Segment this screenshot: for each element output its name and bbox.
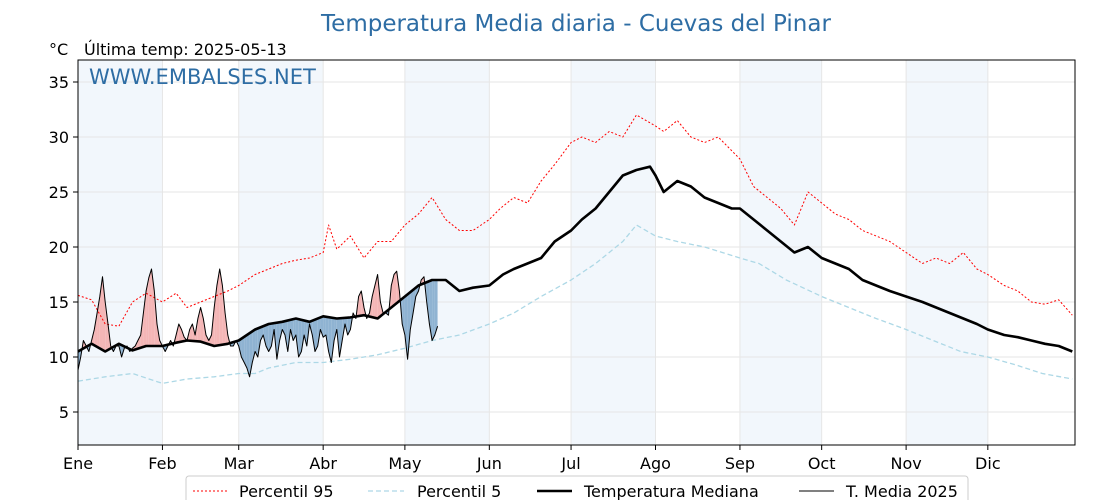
anomaly-fill bbox=[295, 318, 299, 357]
anomaly-fill bbox=[290, 319, 294, 341]
x-tick-label-ago: Ago bbox=[640, 454, 671, 473]
series-line-thick-black bbox=[77, 165, 1073, 353]
x-tick-label-may: May bbox=[388, 454, 421, 473]
legend-label-p95: Percentil 95 bbox=[239, 482, 334, 500]
grid-lines bbox=[77, 60, 1075, 445]
month-band-mar bbox=[238, 60, 324, 445]
month-band-sep bbox=[739, 60, 822, 445]
anomaly-fill bbox=[304, 320, 307, 346]
anomaly-fill bbox=[325, 316, 329, 352]
watermark: WWW.EMBALSES.NET bbox=[89, 65, 316, 89]
last-temp-label: Última temp: 2025-05-13 bbox=[84, 40, 287, 59]
anomaly-fill bbox=[214, 285, 217, 346]
anomaly-fill bbox=[282, 321, 286, 335]
month-band-jul bbox=[571, 60, 656, 445]
anomaly-fill bbox=[434, 280, 438, 335]
anomaly-fill bbox=[320, 316, 324, 338]
anomaly-fill bbox=[298, 319, 302, 357]
x-tick-label-sep: Sep bbox=[725, 454, 755, 473]
anomaly-fill bbox=[293, 318, 296, 341]
anomaly-fill bbox=[331, 317, 335, 363]
legend-label-current: T. Media 2025 bbox=[845, 482, 958, 500]
anomaly-fill bbox=[432, 280, 435, 341]
anomaly-fill bbox=[241, 336, 245, 363]
chart-title: Temperatura Media diaria - Cuevas del Pi… bbox=[320, 11, 831, 37]
anomaly-fill bbox=[102, 276, 106, 352]
month-band-may bbox=[404, 60, 490, 445]
anomaly-fill bbox=[301, 319, 305, 352]
y-tick-label: 5 bbox=[59, 403, 69, 422]
x-tick-label-nov: Nov bbox=[890, 454, 921, 473]
anomaly-fill bbox=[246, 333, 250, 377]
anomaly-fill bbox=[334, 318, 337, 341]
anomaly-fill bbox=[260, 326, 264, 341]
anomaly-fill bbox=[255, 328, 258, 357]
anomaly-fill bbox=[222, 285, 226, 345]
anomaly-fill bbox=[137, 335, 141, 349]
anomaly-fill bbox=[323, 316, 326, 338]
series-line-dashed-lightblue bbox=[77, 224, 1073, 385]
x-tick-label-mar: Mar bbox=[224, 454, 255, 473]
y-tick-label: 15 bbox=[49, 293, 69, 312]
legend-label-median: Temperatura Mediana bbox=[583, 482, 759, 500]
anomaly-fill bbox=[244, 335, 247, 368]
anomaly-fill bbox=[265, 324, 269, 352]
anomaly-fill bbox=[314, 318, 318, 352]
anomaly-fill bbox=[393, 271, 397, 306]
anomaly-fill bbox=[143, 291, 147, 347]
anomaly-fill bbox=[216, 269, 220, 346]
x-tick-label-abr: Abr bbox=[309, 454, 337, 473]
y-tick-label: 10 bbox=[49, 348, 69, 367]
y-axis-unit: °C bbox=[49, 40, 68, 59]
anomaly-fill bbox=[312, 319, 315, 352]
anomaly-fill bbox=[105, 302, 108, 352]
anomaly-fill bbox=[407, 292, 411, 360]
anomaly-fill bbox=[268, 323, 272, 352]
month-band-nov bbox=[906, 60, 988, 445]
series-lines bbox=[77, 114, 1073, 385]
y-tick-label: 30 bbox=[49, 128, 69, 147]
anomaly-fill bbox=[263, 325, 266, 346]
anomaly-fill bbox=[374, 274, 378, 319]
x-tick-label-feb: Feb bbox=[148, 454, 176, 473]
y-axis: 5 10 15 20 25 30 35 bbox=[49, 73, 78, 422]
anomaly-fill bbox=[276, 322, 280, 360]
anomaly-fill bbox=[148, 269, 152, 346]
anomaly-fill bbox=[219, 269, 223, 346]
x-tick-label-jun: Jun bbox=[476, 454, 502, 473]
anomaly-fill bbox=[94, 313, 98, 347]
anomaly-fill bbox=[404, 294, 408, 360]
anomaly-fill bbox=[410, 289, 414, 330]
y-tick-label: 35 bbox=[49, 73, 69, 92]
plot-frame bbox=[77, 59, 1076, 446]
anomaly-fill bbox=[257, 327, 261, 357]
month-band-ene bbox=[78, 60, 163, 445]
legend-box bbox=[185, 475, 969, 500]
x-tick-label-ene: Ene bbox=[63, 454, 93, 473]
x-tick-label-oct: Oct bbox=[808, 454, 836, 473]
anomaly-fill bbox=[285, 320, 288, 352]
y-tick-label: 25 bbox=[49, 183, 69, 202]
anomaly-fill bbox=[339, 318, 343, 357]
legend-label-p5: Percentil 5 bbox=[417, 482, 501, 500]
series-line-dotted-red bbox=[77, 114, 1073, 327]
x-axis: Ene Feb Mar Abr May Jun Jul Ago Sep Oct Nov Dic bbox=[63, 445, 1001, 473]
anomaly-fill bbox=[372, 285, 375, 318]
month-bands bbox=[78, 60, 988, 445]
x-tick-label-jul: Jul bbox=[560, 454, 580, 473]
anomaly-fill bbox=[426, 281, 430, 324]
anomaly-fill bbox=[328, 317, 332, 363]
series-line-thin-black bbox=[77, 268, 439, 378]
anomaly-fill bbox=[146, 277, 149, 346]
anomaly-fill bbox=[358, 291, 362, 317]
y-tick-label: 20 bbox=[49, 238, 69, 257]
x-tick-label-dic: Dic bbox=[975, 454, 1001, 473]
legend: Percentil 95 Percentil 5 Temperatura Med… bbox=[185, 475, 969, 500]
